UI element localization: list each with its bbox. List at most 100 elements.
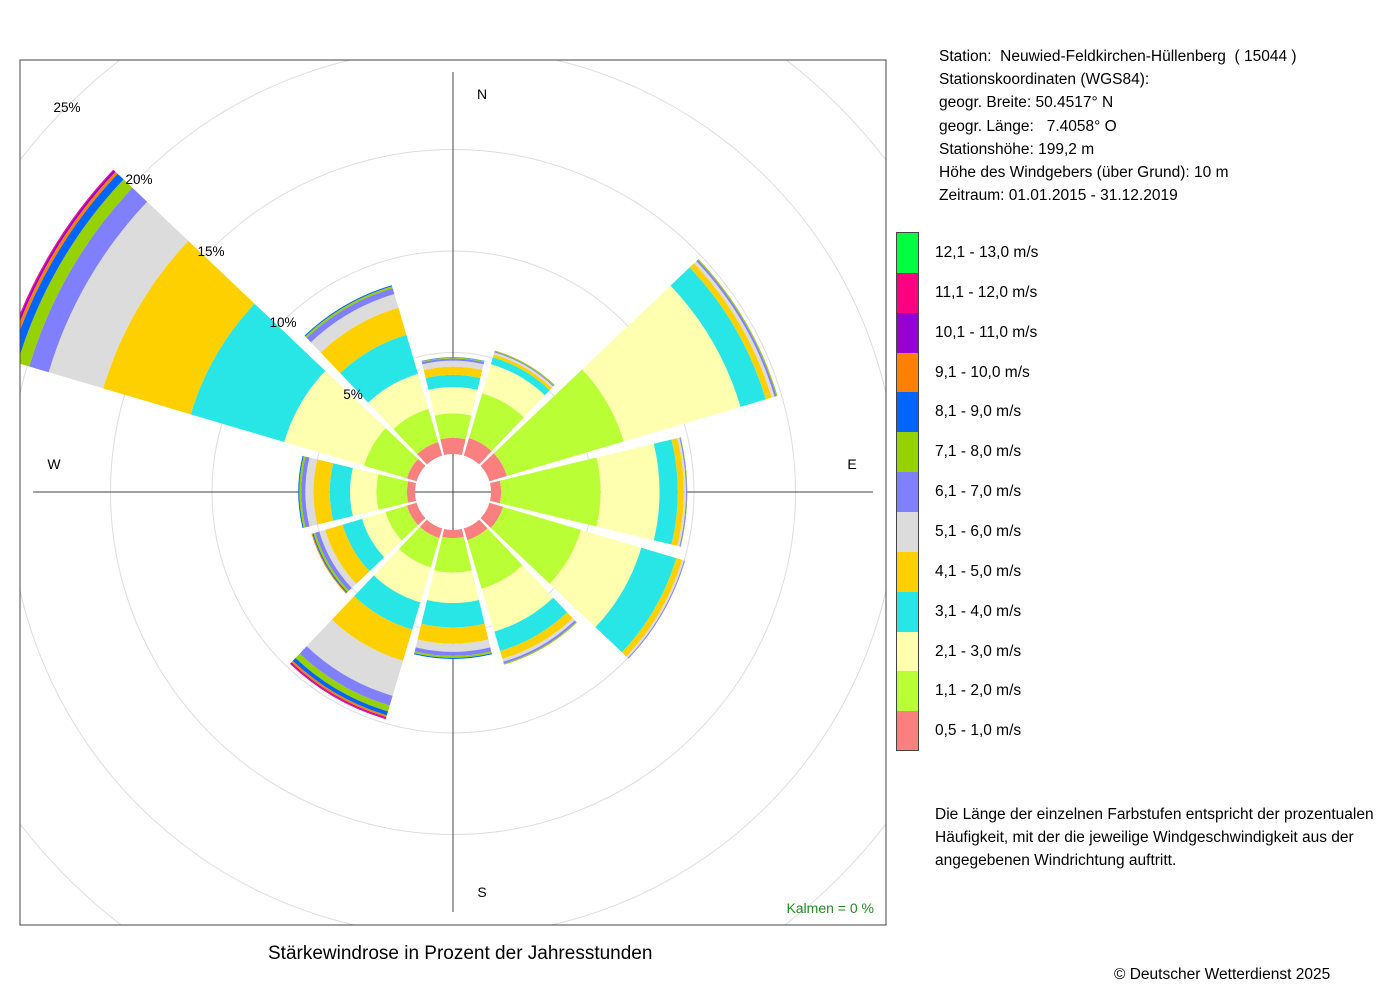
rose-bar <box>295 653 390 712</box>
legend-swatch <box>897 551 919 592</box>
legend-label: 9,1 - 10,0 m/s <box>935 363 1030 381</box>
rose-bar <box>417 623 489 644</box>
rose-bar <box>340 334 418 403</box>
rose-bar <box>422 360 484 371</box>
legend-swatch <box>897 631 919 672</box>
legend-swatch <box>897 591 919 632</box>
rose-bar <box>414 651 492 658</box>
rose-bar <box>440 437 466 456</box>
rose-bar <box>350 467 379 517</box>
rose-bar <box>680 437 688 547</box>
copyright-notice: © Deutscher Wetterdienst 2025 <box>1114 966 1331 983</box>
legend-swatch <box>897 392 919 433</box>
rose-bar <box>406 502 426 526</box>
rose-bar <box>480 502 504 528</box>
rose-bar <box>103 240 255 415</box>
rose-bar <box>385 505 419 541</box>
rose-bar <box>490 506 581 584</box>
coordinates-heading: Stationskoordinaten (WGS84): <box>939 71 1150 89</box>
rose-bar <box>299 646 393 706</box>
chart-caption: Stärkewindrose in Prozent der Jahresstun… <box>268 943 653 964</box>
radial-tick-label: 5% <box>343 387 363 402</box>
rose-bar <box>398 526 440 568</box>
rose-bar <box>320 307 407 374</box>
radial-tick-label: 20% <box>125 172 152 187</box>
rose-bar <box>376 474 409 510</box>
rose-sectors <box>20 169 778 720</box>
legend-label: 0,5 - 1,0 m/s <box>935 722 1022 740</box>
sector-120 <box>480 502 686 659</box>
rose-bar <box>393 408 439 455</box>
legend-label: 3,1 - 4,0 m/s <box>935 602 1022 620</box>
rose-bar <box>325 524 370 584</box>
rose-bar <box>428 387 478 416</box>
sector-0 <box>421 357 485 456</box>
rose-bar <box>319 529 357 589</box>
rose-bar <box>653 439 678 545</box>
legend-label: 11,1 - 12,0 m/s <box>935 283 1038 301</box>
explanation-note: Die Länge der einzelnen Farbstufen entsp… <box>935 806 1374 869</box>
station-elevation: Stationshöhe: 199,2 m <box>939 140 1095 158</box>
rose-bar <box>406 481 417 503</box>
rose-bar <box>362 512 402 558</box>
legend-swatch <box>897 233 919 273</box>
rose-bar <box>582 285 741 442</box>
south-label: S <box>477 884 486 900</box>
rose-bar <box>299 456 306 528</box>
rose-bar <box>442 528 464 539</box>
rose-bar <box>482 364 545 418</box>
rose-bar <box>306 619 404 696</box>
sector-210 <box>289 519 443 720</box>
sector-300 <box>20 169 426 482</box>
sector-180 <box>414 528 492 659</box>
legend-label: 5,1 - 6,0 m/s <box>935 522 1022 540</box>
rose-bar <box>292 657 389 716</box>
rose-bar <box>549 529 642 628</box>
wind-rose-chart: 5% 10% 15% 20% 25% N E S W Kalmen = 0 % <box>19 59 887 926</box>
rose-bar <box>406 458 426 482</box>
rose-bar <box>421 357 485 363</box>
sector-270 <box>298 455 417 529</box>
rose-bar <box>434 536 472 573</box>
rose-bar <box>679 437 687 547</box>
rose-bar <box>425 374 481 390</box>
plot-frame <box>19 59 887 926</box>
sector-150 <box>463 519 577 665</box>
legend-label: 8,1 - 9,0 m/s <box>935 403 1022 421</box>
rose-bar <box>493 352 554 388</box>
legend-label: 6,1 - 7,0 m/s <box>935 483 1022 501</box>
rose-bar <box>190 303 326 443</box>
east-label: E <box>847 456 856 472</box>
legend-label: 1,1 - 2,0 m/s <box>935 682 1022 700</box>
rose-bar <box>421 357 485 362</box>
rose-bar <box>421 358 485 365</box>
rose-bar <box>415 639 491 652</box>
rose-bar <box>463 519 488 541</box>
legend-swatch <box>897 432 919 473</box>
rose-bar <box>368 373 429 430</box>
rose-bar <box>493 369 624 477</box>
rose-bar <box>434 413 472 440</box>
radial-tick-label: 25% <box>53 100 80 115</box>
sector-30 <box>463 350 555 465</box>
rose-bar <box>313 532 349 593</box>
rose-bar <box>502 618 575 662</box>
legend-swatch <box>897 472 919 513</box>
sensor-height: Höhe des Windgebers (über Grund): 10 m <box>939 164 1229 182</box>
rose-bar <box>305 457 318 527</box>
legend-label: 7,1 - 8,0 m/s <box>935 443 1022 461</box>
rose-bar <box>421 600 485 628</box>
rose-bar <box>29 187 148 373</box>
rose-bar <box>480 453 507 482</box>
rose-bar <box>364 428 419 479</box>
rose-bar <box>423 366 483 379</box>
legend-swatch <box>897 711 919 752</box>
rose-bar <box>20 179 133 367</box>
sector-240 <box>311 502 426 594</box>
rose-bar <box>671 438 684 546</box>
sector-90 <box>489 437 688 547</box>
rose-bar <box>492 354 552 391</box>
legend-label: 2,1 - 3,0 m/s <box>935 642 1022 660</box>
legend-swatch <box>897 352 919 393</box>
latitude: geogr. Breite: 50.4517° N <box>939 94 1114 112</box>
